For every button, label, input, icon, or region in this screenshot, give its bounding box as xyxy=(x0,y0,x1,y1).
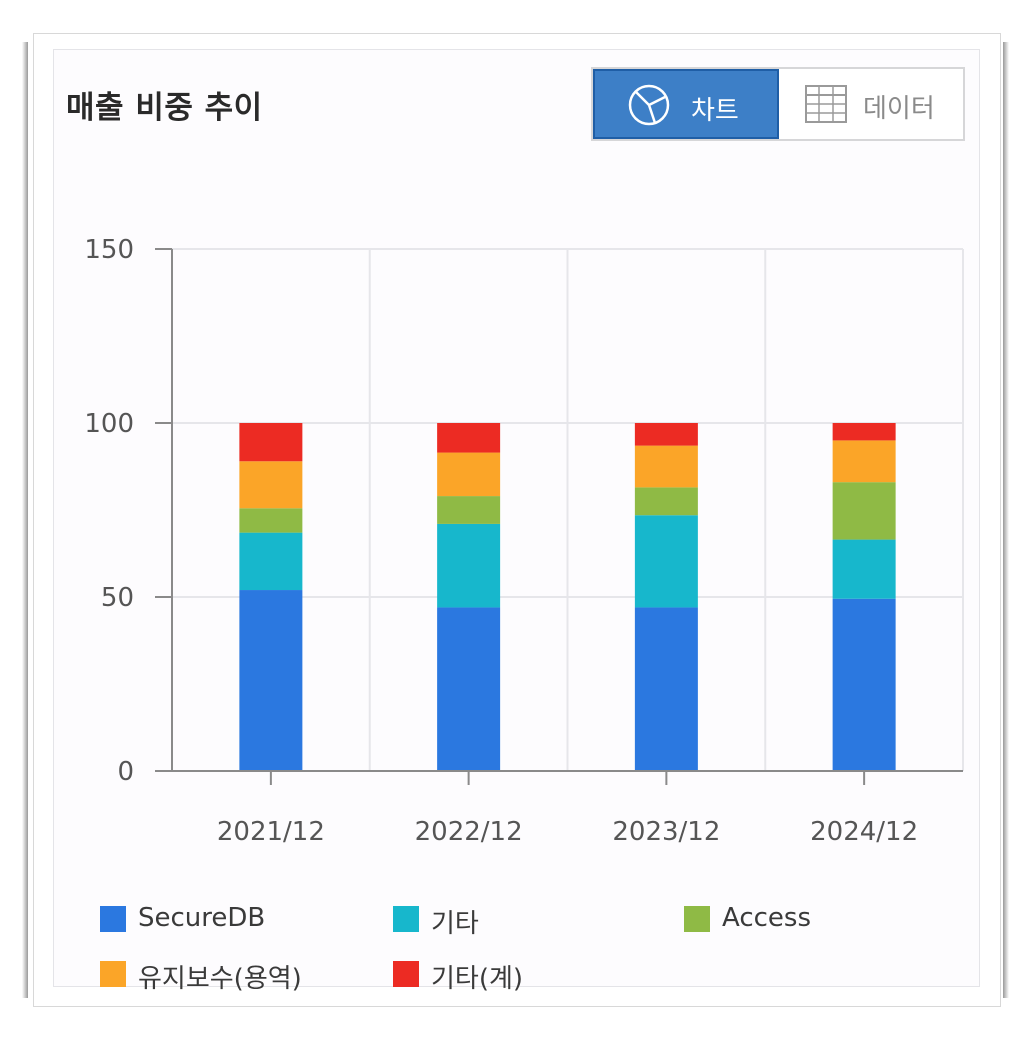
x-tick-label: 2023/12 xyxy=(612,817,720,847)
legend-label: SecureDB xyxy=(138,903,266,933)
bar-segment xyxy=(634,607,698,771)
legend-swatch xyxy=(393,961,419,987)
pie-chart-icon xyxy=(628,84,670,126)
bar-segment xyxy=(239,532,303,591)
legend-swatch xyxy=(100,961,126,987)
bar-segment xyxy=(437,452,501,497)
legend-swatch xyxy=(393,906,419,932)
frame-shadow-right xyxy=(1003,42,1009,998)
y-tick-label: 0 xyxy=(117,757,134,787)
y-tick-label: 50 xyxy=(101,583,134,613)
bar-segment xyxy=(832,598,896,771)
bar-segment xyxy=(832,440,896,483)
x-tick-label: 2022/12 xyxy=(415,817,523,847)
bar-segment xyxy=(239,461,303,509)
y-tick-label: 150 xyxy=(84,235,134,265)
x-tick-label: 2021/12 xyxy=(217,817,325,847)
frame-shadow-left xyxy=(22,42,28,998)
panel-title: 매출 비중 추이 xyxy=(66,90,263,126)
chart-view-label: 차트 xyxy=(691,96,739,126)
legend-swatch xyxy=(100,906,126,932)
data-view-button[interactable]: 데이터 xyxy=(779,69,963,139)
chart-panel xyxy=(53,49,980,987)
bar-segment xyxy=(239,590,303,771)
bar-segment xyxy=(437,496,501,524)
view-toggle: 차트 데이터 xyxy=(591,67,965,141)
legend-label: Access xyxy=(722,903,812,933)
bar-segment xyxy=(239,508,303,533)
bar-segment xyxy=(437,523,501,608)
legend-label: 기타(계) xyxy=(431,964,524,994)
bar-segment xyxy=(634,487,698,516)
legend-label: 유지보수(용역) xyxy=(138,964,302,994)
bar-segment xyxy=(832,539,896,599)
bar-segment xyxy=(832,482,896,540)
bar-segment xyxy=(634,445,698,488)
bar-segment xyxy=(634,423,698,446)
chart-view-button[interactable]: 차트 xyxy=(593,69,779,139)
x-tick-label: 2024/12 xyxy=(810,817,918,847)
legend-swatch xyxy=(684,906,710,932)
y-tick-label: 100 xyxy=(84,409,134,439)
legend-label: 기타 xyxy=(431,909,479,939)
bar-segment xyxy=(832,423,896,441)
bar-segment xyxy=(437,607,501,771)
bar-segment xyxy=(437,423,501,453)
table-grid-icon xyxy=(805,85,847,123)
bar-segment xyxy=(634,515,698,608)
data-view-label: 데이터 xyxy=(863,94,935,124)
bar-segment xyxy=(239,423,303,462)
